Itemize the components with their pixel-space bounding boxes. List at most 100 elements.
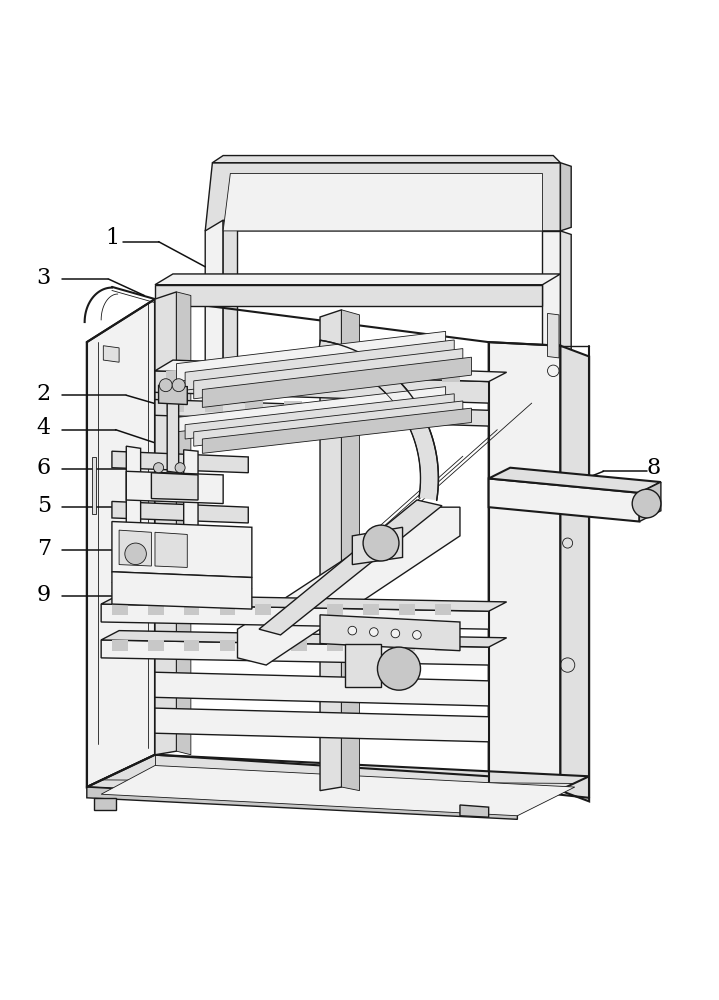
Polygon shape xyxy=(460,805,489,817)
Text: 9: 9 xyxy=(37,584,51,606)
Polygon shape xyxy=(352,527,403,565)
Polygon shape xyxy=(112,522,252,578)
Polygon shape xyxy=(324,401,342,412)
Polygon shape xyxy=(193,401,463,446)
Polygon shape xyxy=(255,604,271,615)
Text: 7: 7 xyxy=(37,538,51,560)
Polygon shape xyxy=(148,640,164,651)
Polygon shape xyxy=(363,640,379,651)
Polygon shape xyxy=(435,604,451,615)
Polygon shape xyxy=(543,231,560,428)
Polygon shape xyxy=(244,371,262,382)
Text: 3: 3 xyxy=(37,267,51,289)
Polygon shape xyxy=(101,766,574,816)
Text: 6: 6 xyxy=(37,457,51,479)
Polygon shape xyxy=(155,672,489,706)
Polygon shape xyxy=(87,787,518,819)
Polygon shape xyxy=(166,401,183,412)
Polygon shape xyxy=(176,331,446,382)
Polygon shape xyxy=(155,360,507,382)
Polygon shape xyxy=(101,595,507,611)
Polygon shape xyxy=(148,604,164,615)
Polygon shape xyxy=(202,408,472,453)
Polygon shape xyxy=(205,163,560,231)
Polygon shape xyxy=(345,644,381,687)
Polygon shape xyxy=(291,640,307,651)
Polygon shape xyxy=(112,572,252,609)
Polygon shape xyxy=(159,385,187,405)
Polygon shape xyxy=(119,530,152,566)
Polygon shape xyxy=(127,446,141,527)
Polygon shape xyxy=(560,346,589,801)
Polygon shape xyxy=(87,755,589,810)
Text: 8: 8 xyxy=(646,457,661,479)
Polygon shape xyxy=(185,394,454,439)
Polygon shape xyxy=(259,500,442,635)
Polygon shape xyxy=(223,173,543,231)
Polygon shape xyxy=(489,478,639,522)
Polygon shape xyxy=(101,631,507,647)
Polygon shape xyxy=(560,231,571,432)
Polygon shape xyxy=(101,640,489,665)
Circle shape xyxy=(413,631,421,639)
Polygon shape xyxy=(639,482,661,522)
Polygon shape xyxy=(155,292,176,755)
Polygon shape xyxy=(112,604,128,615)
Polygon shape xyxy=(176,292,191,755)
Polygon shape xyxy=(327,640,343,651)
Polygon shape xyxy=(155,400,489,426)
Polygon shape xyxy=(219,640,235,651)
Polygon shape xyxy=(127,471,223,504)
Polygon shape xyxy=(152,473,198,500)
Polygon shape xyxy=(291,604,307,615)
Polygon shape xyxy=(320,615,460,651)
Text: 2: 2 xyxy=(37,383,51,405)
Circle shape xyxy=(154,463,164,473)
Polygon shape xyxy=(183,604,199,615)
Text: 1: 1 xyxy=(105,227,119,249)
Polygon shape xyxy=(547,313,559,358)
Polygon shape xyxy=(183,640,199,651)
Circle shape xyxy=(632,489,661,518)
Polygon shape xyxy=(104,346,119,362)
Polygon shape xyxy=(176,387,446,432)
Polygon shape xyxy=(442,371,460,382)
Polygon shape xyxy=(363,604,379,615)
Polygon shape xyxy=(489,342,560,791)
Circle shape xyxy=(160,379,173,392)
Polygon shape xyxy=(435,640,451,651)
Text: 5: 5 xyxy=(37,495,51,517)
Polygon shape xyxy=(112,451,248,473)
Polygon shape xyxy=(255,640,271,651)
Text: 4: 4 xyxy=(37,417,51,439)
Polygon shape xyxy=(284,371,302,382)
Polygon shape xyxy=(212,156,560,163)
Polygon shape xyxy=(202,357,472,407)
Polygon shape xyxy=(205,220,223,428)
Polygon shape xyxy=(399,604,415,615)
Polygon shape xyxy=(112,640,128,651)
Polygon shape xyxy=(560,163,571,231)
Polygon shape xyxy=(92,457,96,514)
Circle shape xyxy=(363,525,399,561)
Polygon shape xyxy=(193,349,463,399)
Polygon shape xyxy=(403,401,421,412)
Polygon shape xyxy=(185,340,454,390)
Polygon shape xyxy=(101,604,489,629)
Polygon shape xyxy=(168,400,178,473)
Polygon shape xyxy=(112,501,248,523)
Circle shape xyxy=(175,463,185,473)
Circle shape xyxy=(173,379,185,392)
Polygon shape xyxy=(489,468,661,493)
PathPatch shape xyxy=(318,340,439,500)
Polygon shape xyxy=(155,274,560,285)
Polygon shape xyxy=(324,371,342,382)
Circle shape xyxy=(348,626,357,635)
Polygon shape xyxy=(155,371,489,403)
Circle shape xyxy=(370,628,378,636)
Polygon shape xyxy=(237,507,460,665)
Polygon shape xyxy=(87,299,155,787)
Polygon shape xyxy=(155,285,543,306)
Polygon shape xyxy=(244,401,262,412)
Polygon shape xyxy=(320,310,342,791)
